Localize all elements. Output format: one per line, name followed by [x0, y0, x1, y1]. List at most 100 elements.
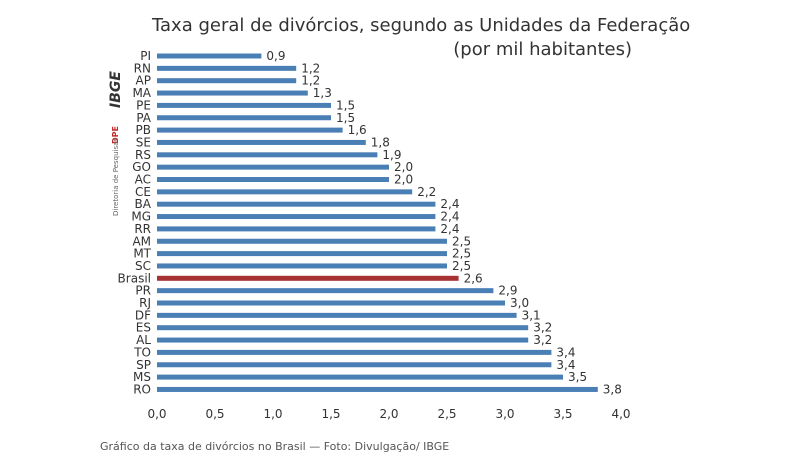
value-label: 2,5	[452, 259, 471, 273]
bar-pr	[157, 288, 494, 294]
value-label: 2,5	[452, 234, 471, 248]
x-tick-label: 2,0	[379, 407, 398, 421]
category-label: PA	[136, 111, 151, 125]
ibge-logo: IBGE	[108, 71, 124, 108]
ibge-side-branding: IBGE DPE Diretoria de Pesquisas	[108, 71, 124, 216]
category-label: SP	[136, 358, 151, 372]
category-label: SE	[136, 135, 151, 149]
category-label: SC	[135, 259, 151, 273]
bar-ms	[157, 374, 563, 380]
value-label: 1,2	[301, 61, 320, 75]
category-label: BA	[135, 197, 152, 211]
chart-subtitle: (por mil habitantes)	[453, 39, 632, 60]
bar-al	[157, 337, 529, 343]
value-label: 1,5	[336, 98, 355, 112]
bar-mg	[157, 214, 436, 220]
category-label: AC	[135, 173, 151, 187]
category-label: DF	[135, 308, 151, 322]
x-tick-label: 3,0	[495, 407, 514, 421]
value-label: 0,9	[266, 49, 285, 63]
category-label: ES	[136, 321, 151, 335]
category-label: Brasil	[118, 271, 151, 285]
value-label: 1,6	[348, 123, 367, 137]
value-label: 1,3	[313, 86, 332, 100]
value-label: 2,0	[394, 173, 413, 187]
bar-sp	[157, 362, 552, 368]
bar-ro	[157, 386, 598, 392]
bar-rr	[157, 226, 436, 232]
value-label: 1,9	[382, 148, 401, 162]
bar-pe	[157, 102, 331, 108]
category-label: RR	[134, 222, 151, 236]
value-label: 2,2	[417, 185, 436, 199]
bar-rj	[157, 300, 505, 306]
category-label: AP	[136, 74, 151, 88]
bar-se	[157, 139, 366, 145]
bar-pa	[157, 115, 331, 121]
x-tick-label: 0,0	[147, 407, 166, 421]
x-tick-label: 4,0	[611, 407, 630, 421]
value-label: 3,4	[556, 358, 575, 372]
category-label: TO	[133, 345, 151, 359]
value-label: 2,4	[440, 210, 459, 224]
bar-am	[157, 238, 447, 244]
value-label: 2,6	[464, 271, 483, 285]
chart-title-block: Taxa geral de divórcios, segundo as Unid…	[152, 14, 691, 62]
value-label: 2,4	[440, 197, 459, 211]
bar-df	[157, 312, 517, 318]
category-label: CE	[135, 185, 151, 199]
value-label: 3,0	[510, 296, 529, 310]
value-label: 2,5	[452, 247, 471, 261]
bar-rn	[157, 65, 297, 71]
bar-to	[157, 349, 552, 355]
category-label: PR	[135, 284, 151, 298]
value-label: 3,8	[603, 382, 622, 396]
bar-mt	[157, 251, 447, 257]
x-tick-label: 1,0	[263, 407, 282, 421]
category-label: AM	[132, 234, 151, 248]
value-label: 2,4	[440, 222, 459, 236]
bar-ma	[157, 90, 308, 96]
bar-rs	[157, 152, 378, 158]
category-label: GO	[132, 160, 151, 174]
value-label: 3,2	[533, 321, 552, 335]
bar-pb	[157, 127, 343, 133]
category-label: PB	[136, 123, 151, 137]
bar-brasil	[157, 275, 459, 281]
bar-pi	[157, 53, 262, 59]
category-label: AL	[136, 333, 151, 347]
bar-ac	[157, 177, 389, 182]
category-label: MT	[133, 247, 151, 261]
value-label: 1,8	[371, 135, 390, 149]
chart-title: Taxa geral de divórcios, segundo as Unid…	[152, 15, 691, 36]
department-label: Diretoria de Pesquisas	[112, 138, 120, 216]
bar-ce	[157, 189, 413, 195]
x-tick-label: 0,5	[205, 407, 224, 421]
bar-es	[157, 325, 529, 331]
x-tick-label: 1,5	[321, 407, 340, 421]
dpe-label: DPE	[111, 126, 120, 144]
value-label: 3,2	[533, 333, 552, 347]
value-label: 3,1	[522, 308, 541, 322]
category-label: MA	[132, 86, 151, 100]
value-label: 1,2	[301, 74, 320, 88]
category-label: RJ	[139, 296, 151, 310]
x-tick-label: 2,5	[437, 407, 456, 421]
category-label: MG	[131, 210, 151, 224]
category-label: RN	[134, 61, 151, 75]
category-label: PI	[140, 49, 151, 63]
x-tick-label: 3,5	[553, 407, 572, 421]
value-label: 1,5	[336, 111, 355, 125]
category-label: MS	[133, 370, 151, 384]
value-label: 3,5	[568, 370, 587, 384]
value-label: 3,4	[556, 345, 575, 359]
bar-go	[157, 164, 389, 170]
bar-ba	[157, 201, 436, 207]
value-label: 2,9	[498, 284, 517, 298]
bar-ap	[157, 78, 297, 84]
bar-sc	[157, 263, 447, 269]
value-label: 2,0	[394, 160, 413, 174]
category-label: RS	[135, 148, 151, 162]
category-label: PE	[136, 98, 151, 112]
